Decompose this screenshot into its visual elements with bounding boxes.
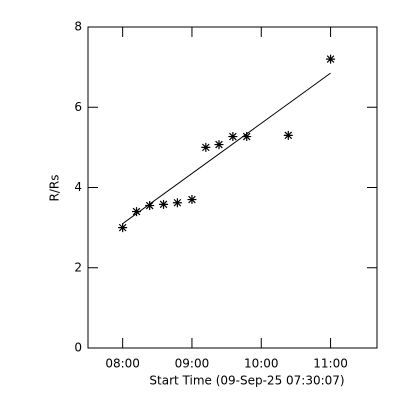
asterisk-marker: [187, 195, 197, 205]
asterisk-marker: [132, 207, 142, 217]
y-axis-label: R/Rs: [48, 175, 62, 202]
fit-line: [122, 72, 331, 225]
asterisk-marker: [118, 223, 128, 233]
x-tick-label: 11:00: [313, 357, 348, 371]
x-tick-label: 08:00: [105, 357, 140, 371]
x-tick-label: 10:00: [244, 357, 279, 371]
asterisk-marker: [172, 198, 182, 208]
asterisk-marker: [159, 199, 169, 209]
y-tick-label: 4: [74, 180, 82, 194]
y-tick-label: 2: [74, 260, 82, 274]
y-tick-label: 8: [74, 20, 82, 34]
asterisk-marker: [145, 201, 155, 211]
x-tick-label: 09:00: [175, 357, 210, 371]
y-tick-label: 6: [74, 100, 82, 114]
y-tick-label: 0: [74, 341, 82, 355]
asterisk-marker: [326, 54, 336, 64]
asterisk-marker: [228, 132, 238, 142]
asterisk-marker: [283, 130, 293, 140]
asterisk-marker: [214, 140, 224, 150]
x-axis-label: Start Time (09-Sep-25 07:30:07): [149, 374, 344, 388]
asterisk-marker: [201, 142, 211, 152]
asterisk-marker: [242, 132, 252, 142]
